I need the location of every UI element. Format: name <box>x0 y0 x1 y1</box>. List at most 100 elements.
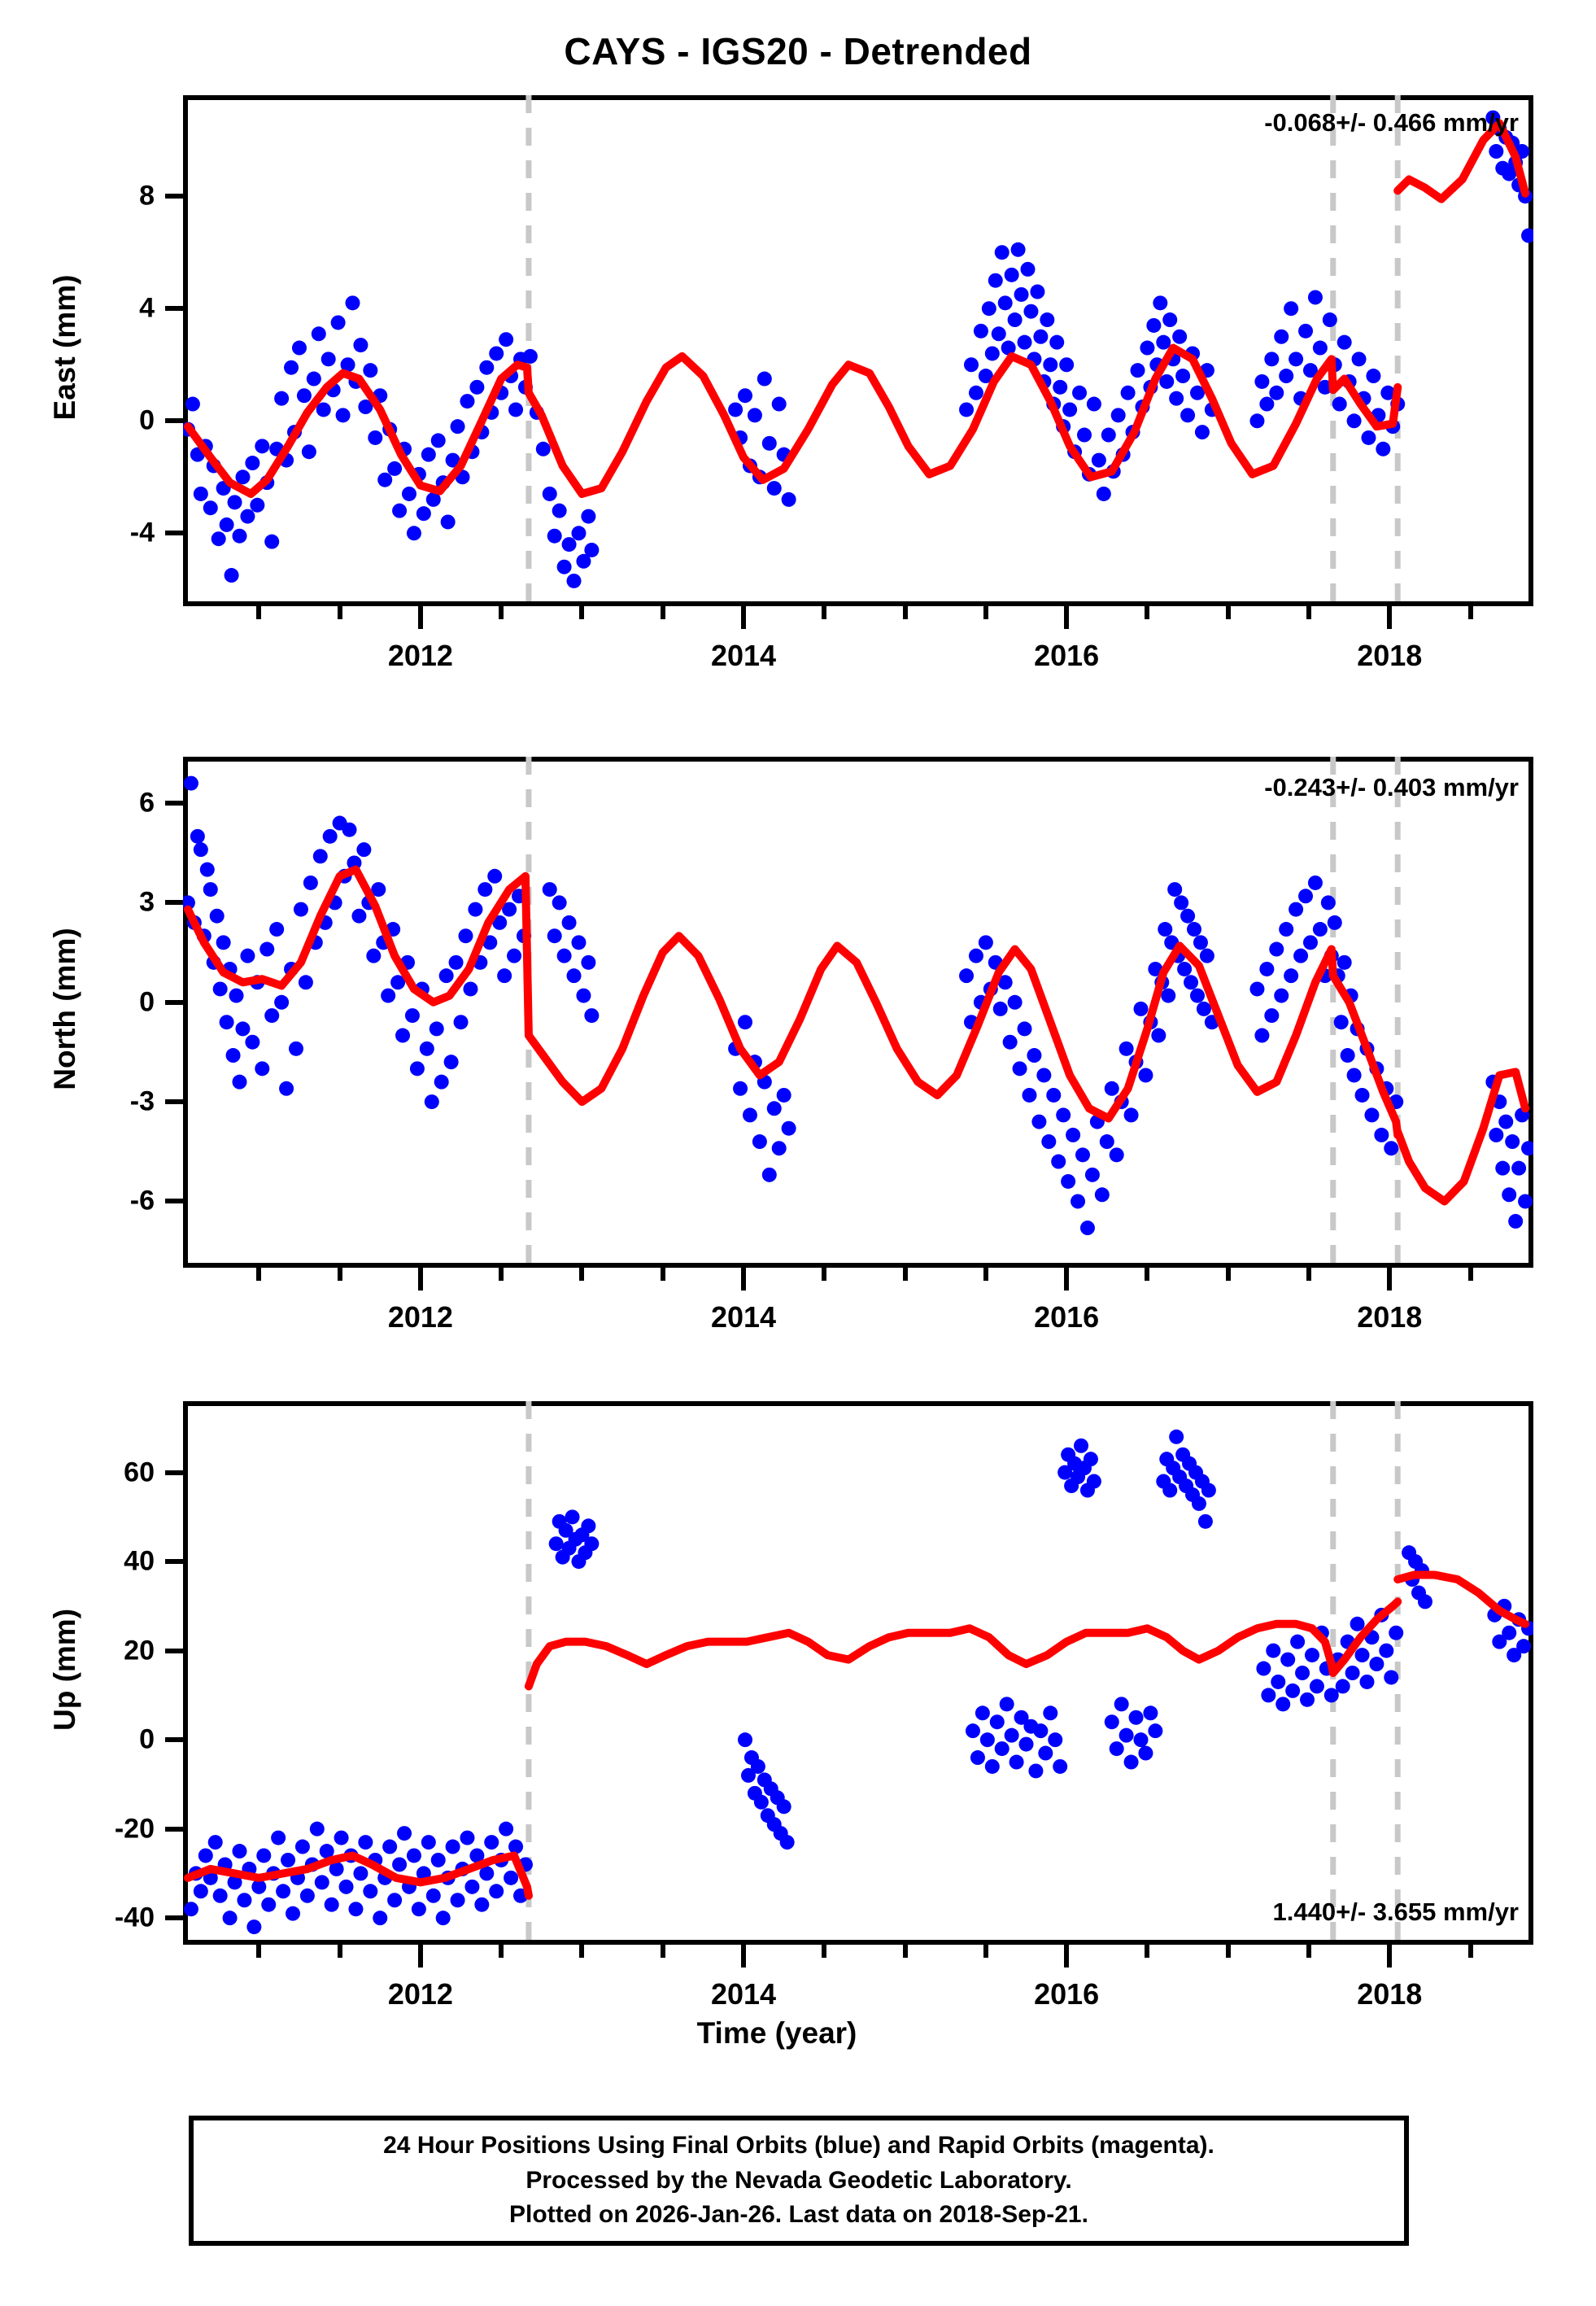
y-tick-mark <box>165 194 183 199</box>
y-tick-mark <box>165 418 183 424</box>
y-tick-mark <box>165 306 183 312</box>
x-tick-label: 2014 <box>710 639 777 672</box>
data-points <box>183 776 1533 1235</box>
model-curve <box>188 348 1398 494</box>
y-tick-mark <box>165 1470 183 1475</box>
model-curve <box>1398 124 1525 199</box>
y-tick-mark <box>165 1559 183 1565</box>
x-tick-mark-major <box>741 1268 747 1291</box>
x-axis-label: Time (year) <box>696 2016 857 2050</box>
panel-north <box>183 757 1533 1268</box>
y-tick-label: 8 <box>139 180 155 212</box>
x-tick-mark-minor <box>983 1268 988 1281</box>
y-tick-mark <box>165 801 183 806</box>
y-tick-mark <box>165 531 183 536</box>
y-tick-label: 60 <box>124 1457 155 1488</box>
x-tick-mark-minor <box>822 606 827 619</box>
x-tick-mark-minor <box>579 1945 585 1958</box>
x-tick-mark-minor <box>256 1268 262 1281</box>
x-tick-mark-major <box>417 1945 423 1968</box>
caption-line-2: Processed by the Nevada Geodetic Laborat… <box>525 2166 1072 2194</box>
data-points <box>183 111 1533 588</box>
y-tick-mark <box>165 900 183 906</box>
x-tick-mark-minor <box>579 606 585 619</box>
x-tick-mark-minor <box>337 606 342 619</box>
x-tick-mark-major <box>1064 1268 1070 1291</box>
x-tick-mark-minor <box>499 1268 504 1281</box>
panel-east-rate-annotation: -0.068+/- 0.466 mm/yr <box>1264 108 1519 137</box>
x-tick-mark-minor <box>1467 1945 1473 1958</box>
x-tick-mark-minor <box>1306 1945 1311 1958</box>
x-tick-mark-minor <box>1225 1945 1231 1958</box>
x-tick-mark-minor <box>902 1945 908 1958</box>
x-tick-mark-major <box>1387 1945 1393 1968</box>
model-curve <box>188 870 1398 1135</box>
panel-east-plot <box>183 95 1533 606</box>
x-tick-mark-minor <box>579 1268 585 1281</box>
x-tick-mark-minor <box>499 606 504 619</box>
x-tick-mark-major <box>741 1945 747 1968</box>
y-tick-mark <box>165 1648 183 1653</box>
y-tick-label: -4 <box>129 517 155 548</box>
y-tick-mark <box>165 999 183 1005</box>
x-tick-mark-minor <box>1225 606 1231 619</box>
panel-up-plot <box>183 1401 1533 1945</box>
x-tick-label: 2016 <box>1034 1977 1100 2011</box>
y-tick-label: 3 <box>139 886 155 918</box>
x-tick-mark-minor <box>983 1945 988 1958</box>
data-points <box>184 1430 1533 1934</box>
x-tick-label: 2012 <box>387 1300 453 1334</box>
y-tick-label: 6 <box>139 787 155 819</box>
caption-box: 24 Hour Positions Using Final Orbits (bl… <box>189 2116 1409 2246</box>
x-tick-label: 2018 <box>1357 1977 1423 2011</box>
x-tick-label: 2016 <box>1034 1300 1100 1334</box>
y-tick-label: 40 <box>124 1545 155 1577</box>
x-tick-label: 2014 <box>710 1300 777 1334</box>
x-tick-mark-minor <box>337 1945 342 1958</box>
y-tick-mark <box>165 1737 183 1743</box>
y-tick-label: -6 <box>129 1185 155 1216</box>
y-tick-label: 0 <box>139 404 155 436</box>
y-tick-label: -20 <box>114 1813 155 1845</box>
x-tick-label: 2018 <box>1357 1300 1423 1334</box>
x-tick-mark-major <box>1387 1268 1393 1291</box>
x-tick-mark-minor <box>822 1268 827 1281</box>
panel-east-frame <box>183 95 1533 606</box>
panel-up-rate-annotation: 1.440+/- 3.655 mm/yr <box>1272 1898 1519 1926</box>
x-tick-mark-minor <box>1467 606 1473 619</box>
x-tick-mark-minor <box>660 1268 665 1281</box>
x-tick-label: 2012 <box>387 639 453 672</box>
x-tick-mark-major <box>1064 606 1070 629</box>
y-tick-mark <box>165 1099 183 1105</box>
x-tick-label: 2016 <box>1034 639 1100 672</box>
x-tick-mark-major <box>1387 606 1393 629</box>
panel-north-rate-annotation: -0.243+/- 0.403 mm/yr <box>1264 773 1519 801</box>
x-tick-mark-minor <box>983 606 988 619</box>
y-tick-label: -40 <box>114 1902 155 1933</box>
x-tick-mark-major <box>417 1268 423 1291</box>
y-tick-label: 0 <box>139 1723 155 1755</box>
x-tick-mark-minor <box>337 1268 342 1281</box>
x-tick-mark-major <box>1064 1945 1070 1968</box>
x-tick-mark-minor <box>902 606 908 619</box>
x-tick-mark-major <box>741 606 747 629</box>
y-tick-mark <box>165 1199 183 1204</box>
x-tick-mark-minor <box>1306 606 1311 619</box>
y-tick-label: 4 <box>139 292 155 324</box>
x-tick-mark-minor <box>902 1268 908 1281</box>
x-tick-mark-minor <box>1225 1268 1231 1281</box>
x-tick-mark-minor <box>1145 1268 1150 1281</box>
y-tick-mark <box>165 1826 183 1832</box>
page-title: CAYS - IGS20 - Detrended <box>564 30 1032 72</box>
y-tick-label: 20 <box>124 1635 155 1666</box>
x-tick-mark-minor <box>1145 1945 1150 1958</box>
x-tick-mark-minor <box>822 1945 827 1958</box>
x-tick-label: 2012 <box>387 1977 453 2011</box>
x-tick-mark-minor <box>256 606 262 619</box>
model-curve <box>1398 1575 1525 1624</box>
panel-east <box>183 95 1533 606</box>
y-tick-mark <box>165 1915 183 1921</box>
x-tick-mark-minor <box>499 1945 504 1958</box>
x-tick-mark-minor <box>1306 1268 1311 1281</box>
x-tick-mark-minor <box>1467 1268 1473 1281</box>
